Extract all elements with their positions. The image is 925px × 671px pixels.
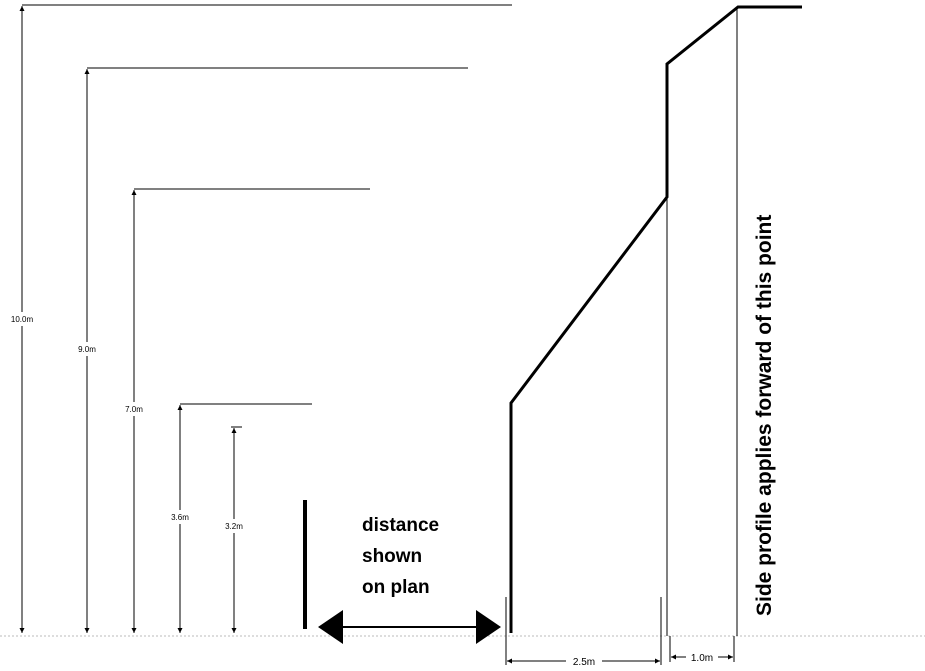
dimension-10m-label: 10.0m (11, 315, 34, 324)
distance-note-line-2: shown (362, 546, 422, 567)
dimension-7m-label: 7.0m (125, 405, 143, 414)
dimension-9m-label: 9.0m (78, 345, 96, 354)
dimension-3-2m: 3.2m (219, 426, 249, 633)
building-profile-outline (509, 5, 802, 633)
dimension-10m: 10.0m (6, 4, 512, 633)
dimension-2-5m-label: 2.5m (573, 657, 595, 668)
dimension-3-2m-label: 3.2m (225, 522, 243, 531)
distance-note-line-1: distance (362, 515, 439, 536)
dimension-2-5m: 2.5m (505, 636, 662, 668)
dimension-7m: 7.0m (119, 188, 370, 633)
distance-arrow (318, 610, 501, 644)
dimension-3-6m-label: 3.6m (171, 513, 189, 522)
distance-note-line-3: on plan (362, 577, 430, 598)
dimension-3-6m: 3.6m (165, 403, 312, 633)
dimension-1-0m: 1.0m (669, 636, 735, 664)
dimension-9m: 9.0m (72, 67, 468, 633)
dimension-1-0m-label: 1.0m (691, 653, 713, 664)
side-profile-note: Side profile applies forward of this poi… (753, 215, 776, 616)
